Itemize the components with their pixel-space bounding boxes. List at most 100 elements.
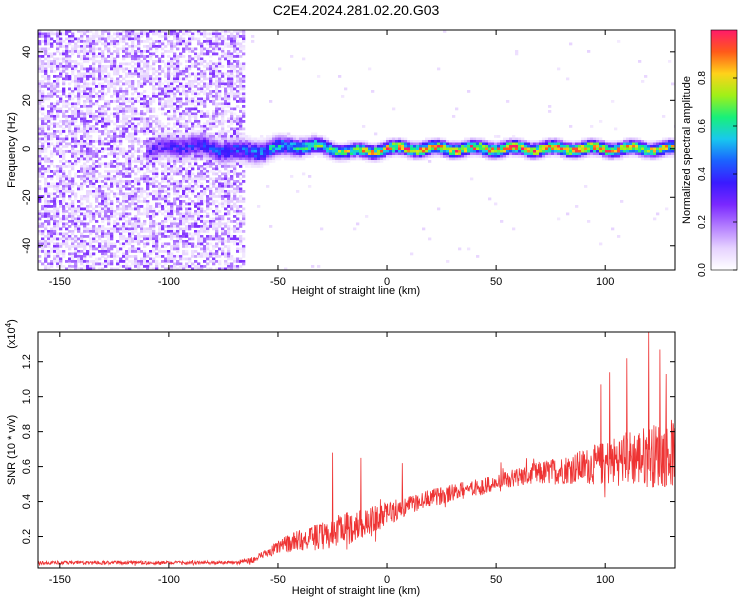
spectrogram-cell <box>122 58 125 61</box>
spectrogram-cell <box>152 215 155 218</box>
spectrogram-cell <box>131 55 134 58</box>
spectrogram-cell <box>284 150 287 153</box>
spectrogram-cell <box>65 243 68 246</box>
spectrogram-cell <box>257 205 260 208</box>
spectrogram-cell <box>56 130 59 133</box>
spectrogram-cell <box>116 228 119 231</box>
spectrogram-cell <box>71 103 74 106</box>
spectrogram-cell <box>179 223 182 226</box>
spectrogram-cell <box>89 125 92 128</box>
spectrogram-cell <box>242 163 245 166</box>
spectrogram-cell <box>332 145 335 148</box>
spectrogram-cell <box>119 265 122 268</box>
spectrogram-cell <box>89 240 92 243</box>
spectrogram-cell <box>290 175 293 178</box>
spectrogram-cell <box>83 253 86 256</box>
spectrogram-cell <box>86 165 89 168</box>
spectrogram-cell <box>164 75 167 78</box>
spectrogram-cell <box>167 103 170 106</box>
spectrogram-cell <box>356 145 359 148</box>
spectrogram-cell <box>230 118 233 121</box>
spectrogram-cell <box>383 140 386 143</box>
spectrogram-cell <box>92 38 95 41</box>
spectrogram-cell <box>200 170 203 173</box>
spectrogram-cell <box>122 115 125 118</box>
spectrogram-cell <box>161 150 164 153</box>
spectrogram-cell <box>215 40 218 43</box>
spectrogram-cell <box>230 85 233 88</box>
spectrogram-cell <box>92 163 95 166</box>
spectrogram-cell <box>164 198 167 201</box>
spectrogram-cell <box>284 158 287 161</box>
spectrogram-cell <box>191 200 194 203</box>
spectrogram-cell <box>131 40 134 43</box>
spectrogram-cell <box>143 105 146 108</box>
spectrogram-cell <box>65 73 68 76</box>
spectrogram-cell <box>47 158 50 161</box>
spectrogram-cell <box>98 185 101 188</box>
spectrogram-cell <box>182 223 185 226</box>
spectrogram-cell <box>194 158 197 161</box>
spectrogram-cell <box>116 218 119 221</box>
spectrogram-cell <box>137 178 140 181</box>
spectrogram-cell <box>239 118 242 121</box>
spectrogram-cell <box>119 208 122 211</box>
spectrogram-cell <box>215 173 218 176</box>
spectrogram-cell <box>92 125 95 128</box>
spectrogram-cell <box>68 183 71 186</box>
spectrogram-cell <box>215 260 218 263</box>
spectrogram-cell <box>164 38 167 41</box>
spectrogram-cell <box>122 215 125 218</box>
spectrogram-cell <box>125 173 128 176</box>
spectrogram-cell <box>173 173 176 176</box>
spectrogram-cell <box>92 40 95 43</box>
spectrogram-cell <box>326 150 329 153</box>
spectrogram-cell <box>182 235 185 238</box>
spectrogram-cell <box>137 200 140 203</box>
spectrogram-cell <box>161 185 164 188</box>
spectrogram-cell <box>191 140 194 143</box>
spectrogram-cell <box>89 245 92 248</box>
spectrogram-cell <box>293 148 296 151</box>
spectrogram-cell <box>293 143 296 146</box>
spectrogram-cell <box>149 108 152 111</box>
spectrogram-cell <box>194 180 197 183</box>
spectrogram-cell <box>50 240 53 243</box>
spectrogram-cell <box>95 153 98 156</box>
spectrogram-cell <box>194 55 197 58</box>
spectrogram-cell <box>176 223 179 226</box>
spectrogram-cell <box>80 198 83 201</box>
spectrogram-cell <box>224 223 227 226</box>
spectrogram-cell <box>176 208 179 211</box>
spectrogram-cell <box>50 118 53 121</box>
spectrogram-cell <box>161 105 164 108</box>
spectrogram-cell <box>179 170 182 173</box>
spectrogram-cell <box>197 213 200 216</box>
spectrogram-cell <box>44 198 47 201</box>
spectrogram-cell <box>188 98 191 101</box>
spectrogram-cell <box>221 198 224 201</box>
spectrogram-cell <box>74 163 77 166</box>
spectrogram-cell <box>233 70 236 73</box>
spectrogram-cell <box>233 83 236 86</box>
spectrogram-cell <box>158 188 161 191</box>
spectrogram-cell <box>212 63 215 66</box>
spectrogram-cell <box>197 243 200 246</box>
spectrogram-cell <box>89 105 92 108</box>
spectrogram-cell <box>47 48 50 51</box>
spectrogram-cell <box>71 223 74 226</box>
spectrogram-cell <box>62 208 65 211</box>
spectrogram-cell <box>221 105 224 108</box>
spectrogram-cell <box>209 33 212 36</box>
spectrogram-cell <box>143 98 146 101</box>
spectrogram-cell <box>209 140 212 143</box>
spectrogram-cell <box>56 183 59 186</box>
spectrogram-cell <box>122 228 125 231</box>
spectrogram-cell <box>200 133 203 136</box>
spectrogram-cell <box>131 38 134 41</box>
spectrogram-cell <box>131 113 134 116</box>
spectrogram-cell <box>188 135 191 138</box>
spectrogram-cell <box>185 240 188 243</box>
spectrogram-cell <box>44 190 47 193</box>
spectrogram-cell <box>134 230 137 233</box>
